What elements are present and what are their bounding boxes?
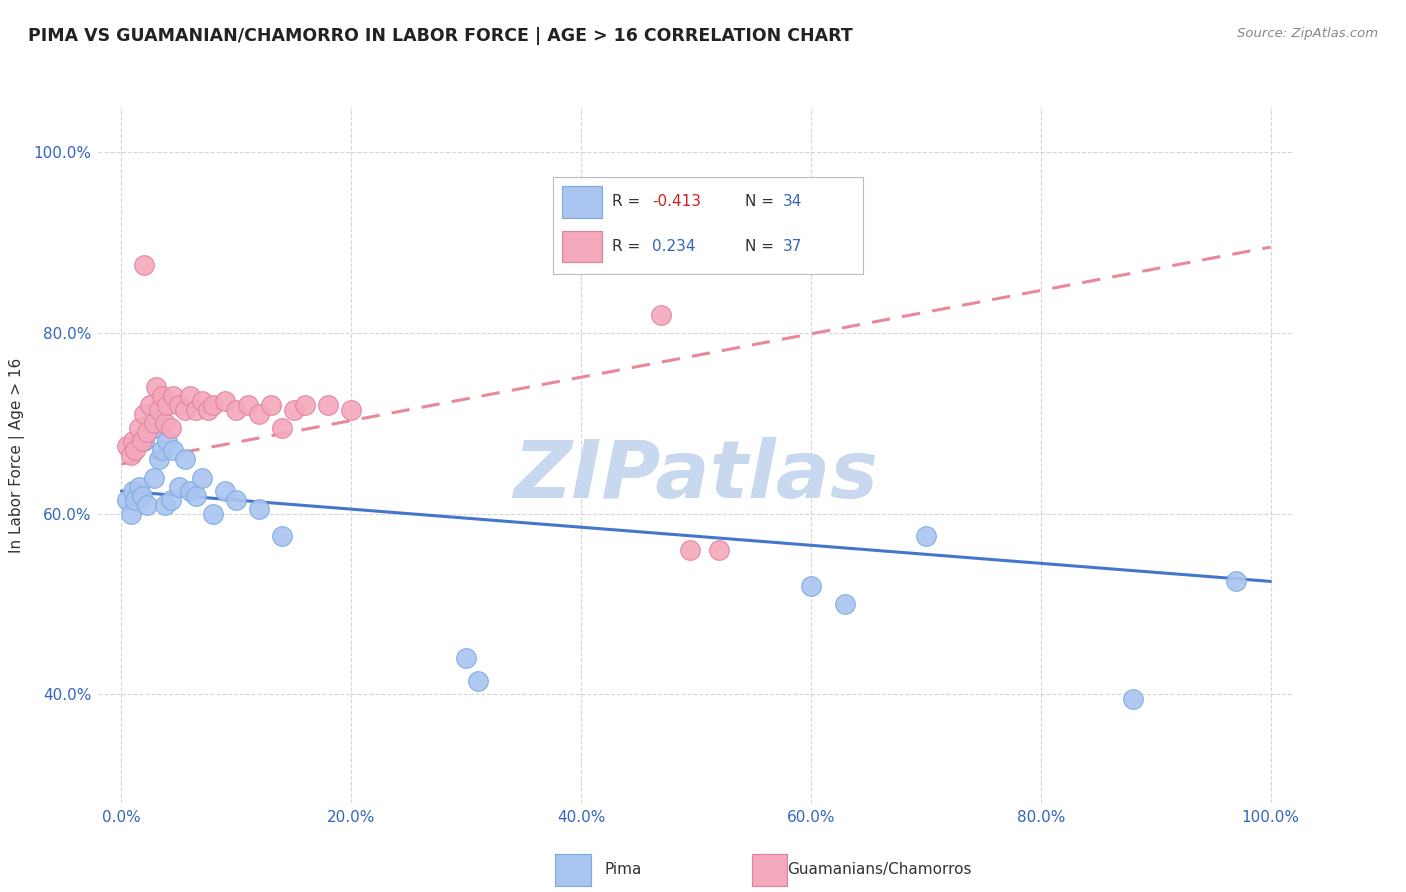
- Text: R =: R =: [612, 194, 645, 210]
- Point: [134, 258, 156, 272]
- Point: [145, 421, 167, 435]
- Point: [316, 398, 339, 412]
- Point: [184, 402, 207, 417]
- Point: [159, 421, 181, 435]
- Bar: [562, 186, 602, 218]
- Point: [173, 402, 195, 417]
- Point: [145, 380, 167, 394]
- Point: [707, 542, 730, 557]
- Point: [162, 443, 184, 458]
- Text: Pima: Pima: [605, 863, 643, 877]
- Y-axis label: In Labor Force | Age > 16: In Labor Force | Age > 16: [10, 358, 25, 552]
- Point: [159, 493, 181, 508]
- Text: -0.413: -0.413: [652, 194, 702, 210]
- Point: [139, 398, 162, 412]
- Point: [271, 529, 294, 543]
- Point: [191, 393, 214, 408]
- Point: [340, 402, 363, 417]
- Point: [134, 407, 156, 421]
- Point: [202, 507, 225, 521]
- Point: [202, 398, 225, 412]
- Text: Source: ZipAtlas.com: Source: ZipAtlas.com: [1237, 27, 1378, 40]
- Point: [467, 673, 489, 688]
- Text: 34: 34: [783, 194, 801, 210]
- Point: [115, 439, 138, 453]
- Point: [225, 493, 247, 508]
- Point: [131, 434, 153, 449]
- Text: Guamanians/Chamorros: Guamanians/Chamorros: [787, 863, 972, 877]
- Point: [914, 529, 936, 543]
- Point: [260, 398, 283, 412]
- Point: [167, 479, 190, 493]
- Point: [247, 502, 270, 516]
- Point: [115, 493, 138, 508]
- Point: [173, 452, 195, 467]
- Text: R =: R =: [612, 239, 650, 254]
- Point: [650, 308, 672, 322]
- Point: [128, 479, 150, 493]
- Point: [834, 597, 856, 611]
- Point: [184, 489, 207, 503]
- Text: N =: N =: [745, 194, 779, 210]
- Point: [142, 417, 165, 431]
- Point: [225, 402, 247, 417]
- Point: [197, 402, 219, 417]
- Point: [131, 489, 153, 503]
- Text: ZIPatlas: ZIPatlas: [513, 437, 879, 515]
- Point: [122, 484, 145, 499]
- Point: [156, 434, 179, 449]
- Point: [214, 393, 236, 408]
- Point: [271, 421, 294, 435]
- Point: [142, 470, 165, 484]
- Point: [1225, 574, 1247, 589]
- Point: [153, 498, 176, 512]
- Point: [214, 484, 236, 499]
- Point: [153, 417, 176, 431]
- Point: [150, 443, 173, 458]
- Point: [179, 389, 201, 403]
- Point: [162, 389, 184, 403]
- Point: [134, 434, 156, 449]
- Text: 0.234: 0.234: [652, 239, 696, 254]
- Text: N =: N =: [745, 239, 779, 254]
- Text: 37: 37: [783, 239, 801, 254]
- Point: [139, 417, 162, 431]
- Point: [236, 398, 259, 412]
- Point: [124, 443, 146, 458]
- Point: [156, 398, 179, 412]
- Point: [128, 421, 150, 435]
- Point: [122, 434, 145, 449]
- Point: [247, 407, 270, 421]
- Point: [179, 484, 201, 499]
- Point: [120, 448, 142, 462]
- Point: [679, 542, 702, 557]
- Point: [148, 452, 170, 467]
- Point: [1122, 692, 1144, 706]
- Point: [283, 402, 305, 417]
- Bar: [562, 231, 602, 262]
- Point: [148, 402, 170, 417]
- Point: [135, 498, 157, 512]
- Point: [191, 470, 214, 484]
- Point: [294, 398, 316, 412]
- Point: [167, 398, 190, 412]
- Point: [150, 389, 173, 403]
- Point: [120, 507, 142, 521]
- Point: [135, 425, 157, 440]
- Text: PIMA VS GUAMANIAN/CHAMORRO IN LABOR FORCE | AGE > 16 CORRELATION CHART: PIMA VS GUAMANIAN/CHAMORRO IN LABOR FORC…: [28, 27, 853, 45]
- Point: [456, 651, 478, 665]
- Point: [124, 493, 146, 508]
- Point: [800, 579, 823, 593]
